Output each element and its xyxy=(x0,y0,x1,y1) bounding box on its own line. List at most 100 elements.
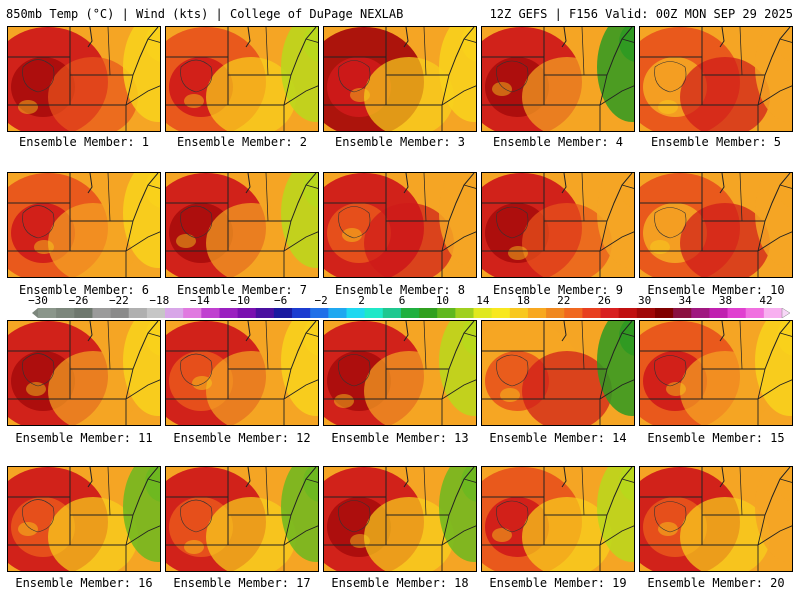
colorbar-segment xyxy=(165,308,184,318)
colorbar-tick-label: 10 xyxy=(435,294,450,307)
state-border-line xyxy=(265,321,269,370)
state-border-line xyxy=(757,379,792,400)
state-border-line xyxy=(283,85,318,106)
isotherm-contour xyxy=(338,206,371,239)
colorbar-tick-label: 2 xyxy=(358,294,365,307)
colorbar-segment xyxy=(237,308,257,318)
colorbar-segment xyxy=(727,308,747,318)
colorbar-segment xyxy=(419,308,438,318)
state-border-line xyxy=(290,467,317,516)
state-border-line xyxy=(132,467,159,516)
colorbar-segment xyxy=(618,308,638,318)
ensemble-member-map-2 xyxy=(165,26,319,132)
colorbar-segment xyxy=(364,308,384,318)
state-border-line xyxy=(441,74,450,106)
member-label: Ensemble Member: 9 xyxy=(492,283,624,297)
state-border-line xyxy=(283,220,292,252)
colorbar-segment xyxy=(128,308,148,318)
state-border-line xyxy=(606,27,633,76)
member-label: Ensemble Member: 17 xyxy=(173,576,311,590)
state-border-line xyxy=(132,321,159,370)
state-border-line xyxy=(305,38,318,43)
state-border-line xyxy=(441,514,450,546)
state-border-line xyxy=(764,27,791,76)
state-border-line xyxy=(403,27,409,48)
ensemble-member-map-18 xyxy=(323,466,477,572)
state-border-line xyxy=(265,27,269,76)
state-border-line xyxy=(423,321,427,370)
state-border-line xyxy=(779,332,792,337)
colorbar-segment xyxy=(509,308,529,318)
colorbar-tick-label: 30 xyxy=(638,294,652,307)
colorbar-tick-label: −22 xyxy=(108,294,129,307)
isotherm-contour xyxy=(496,206,529,239)
colorbar-segment xyxy=(92,308,112,318)
state-border-line xyxy=(757,231,792,252)
colorbar-segment xyxy=(201,308,220,318)
member-label: Ensemble Member: 6 xyxy=(18,283,150,297)
state-border-line xyxy=(423,467,427,516)
state-border-line xyxy=(125,85,160,106)
colorbar-segment xyxy=(455,308,475,318)
ensemble-member-map-15 xyxy=(639,320,793,426)
state-border-line xyxy=(606,321,633,370)
colorbar-segment xyxy=(273,308,293,318)
member-label: Ensemble Member: 15 xyxy=(647,431,785,445)
state-border-line xyxy=(245,321,251,342)
state-border-line xyxy=(107,321,111,370)
ensemble-member-map-9 xyxy=(481,172,635,278)
state-border-line xyxy=(283,379,318,400)
isotherm-contour xyxy=(338,60,371,93)
state-border-line xyxy=(599,220,608,252)
isotherm-contour xyxy=(338,500,371,533)
ensemble-member-map-5 xyxy=(639,26,793,132)
state-border-line xyxy=(719,321,725,342)
state-border-line xyxy=(599,231,634,252)
state-border-line xyxy=(403,467,409,488)
colorbar-left-arrow xyxy=(32,308,38,318)
map-title: 850mb Temp (°C) | Wind (kts) | College o… xyxy=(6,7,404,21)
isotherm-contour xyxy=(22,499,55,533)
state-border-line xyxy=(305,478,318,483)
colorbar-tick-label: 14 xyxy=(476,294,490,307)
state-border-line xyxy=(463,184,476,189)
state-border-line xyxy=(757,74,766,106)
state-border-line xyxy=(779,38,792,43)
state-border-line xyxy=(107,27,111,76)
isotherm-contour xyxy=(654,355,687,387)
state-border-line xyxy=(599,74,608,106)
member-label: Ensemble Member: 5 xyxy=(650,135,782,149)
state-border-line xyxy=(423,173,427,222)
colorbar-tick-label: −2 xyxy=(314,294,328,307)
colorbar-tick-label: 42 xyxy=(759,294,773,307)
state-border-line xyxy=(87,27,93,48)
isotherm-contour xyxy=(180,205,213,239)
state-border-line xyxy=(441,379,476,400)
state-border-line xyxy=(606,467,633,516)
member-label: Ensemble Member: 1 xyxy=(18,135,150,149)
member-label: Ensemble Member: 8 xyxy=(334,283,466,297)
state-border-line xyxy=(463,332,476,337)
colorbar-strip xyxy=(32,308,791,318)
state-border-line xyxy=(265,173,269,222)
colorbar-segment xyxy=(310,308,329,318)
state-border-line xyxy=(757,220,766,252)
state-border-line xyxy=(561,467,567,488)
state-border-line xyxy=(125,514,134,546)
state-border-line xyxy=(757,525,792,546)
state-border-line xyxy=(739,467,743,516)
state-border-line xyxy=(125,368,134,400)
state-border-line xyxy=(441,368,450,400)
state-border-line xyxy=(147,38,160,43)
ensemble-member-map-12 xyxy=(165,320,319,426)
state-border-line xyxy=(245,467,251,488)
state-border-line xyxy=(764,321,791,370)
colorbar-tick-label: −18 xyxy=(149,294,170,307)
state-border-line xyxy=(463,478,476,483)
colorbar-segment xyxy=(527,308,547,318)
isotherm-contour xyxy=(22,353,55,387)
member-label: Ensemble Member: 4 xyxy=(492,135,624,149)
colorbar-segment xyxy=(146,308,166,318)
colorbar-segment xyxy=(255,308,275,318)
state-border-line xyxy=(107,173,111,222)
